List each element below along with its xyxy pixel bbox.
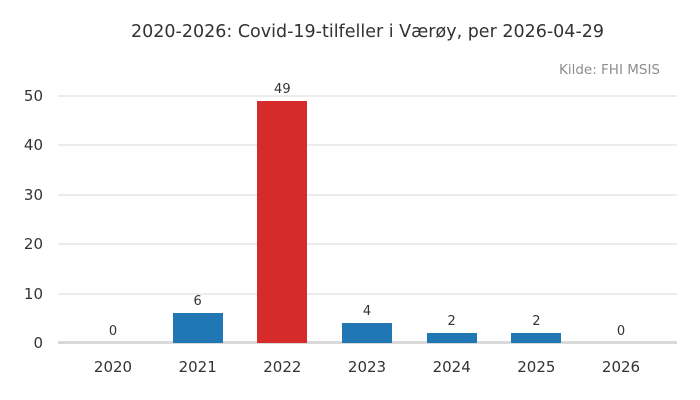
x-axis-tick-label: 2020 — [93, 358, 133, 376]
gridline — [58, 144, 677, 147]
x-axis-tick-label: 2025 — [517, 358, 556, 376]
plot-area: 0 2020 6 2021 49 2022 4 2023 2 2024 2 2025 0 2026 — [58, 82, 677, 376]
gridline — [58, 243, 677, 246]
y-axis: 0 10 20 30 40 50 — [0, 86, 44, 352]
gridline — [58, 193, 677, 196]
bar-2022 — [257, 100, 308, 343]
gridline — [58, 95, 677, 97]
bar-value-label: 6 — [193, 294, 202, 310]
bar-2021 — [172, 313, 223, 343]
gridline — [58, 292, 677, 295]
x-axis-tick-label: 2026 — [601, 358, 641, 376]
bar-value-label: 0 — [108, 324, 118, 339]
bar-value-label: 2 — [447, 314, 456, 330]
y-axis-tick-label: 10 — [23, 284, 43, 303]
bar-2023 — [342, 323, 392, 343]
bar-value-label: 0 — [616, 324, 626, 339]
y-axis-tick-label: 40 — [23, 136, 43, 155]
y-axis-tick-label: 50 — [23, 87, 43, 105]
bar-value-label: 49 — [274, 81, 291, 97]
bar-value-label: 2 — [532, 314, 541, 330]
bar-2024 — [426, 333, 477, 343]
bar-value-label: 4 — [362, 304, 372, 320]
bar-2025 — [511, 333, 562, 343]
source-label: Kilde: FHI MSIS — [558, 62, 660, 78]
y-axis-tick-label: 30 — [23, 185, 43, 204]
x-axis-tick-label: 2021 — [178, 358, 217, 376]
x-axis-tick-label: 2024 — [432, 358, 471, 376]
chart-title: 2020-2026: Covid-19-tilfeller i Værøy, p… — [130, 22, 605, 42]
x-axis-tick-label: 2022 — [263, 358, 302, 376]
y-axis-tick-label: 20 — [23, 235, 43, 254]
y-axis-tick-label: 0 — [33, 334, 43, 352]
x-axis-tick-label: 2023 — [347, 358, 387, 376]
